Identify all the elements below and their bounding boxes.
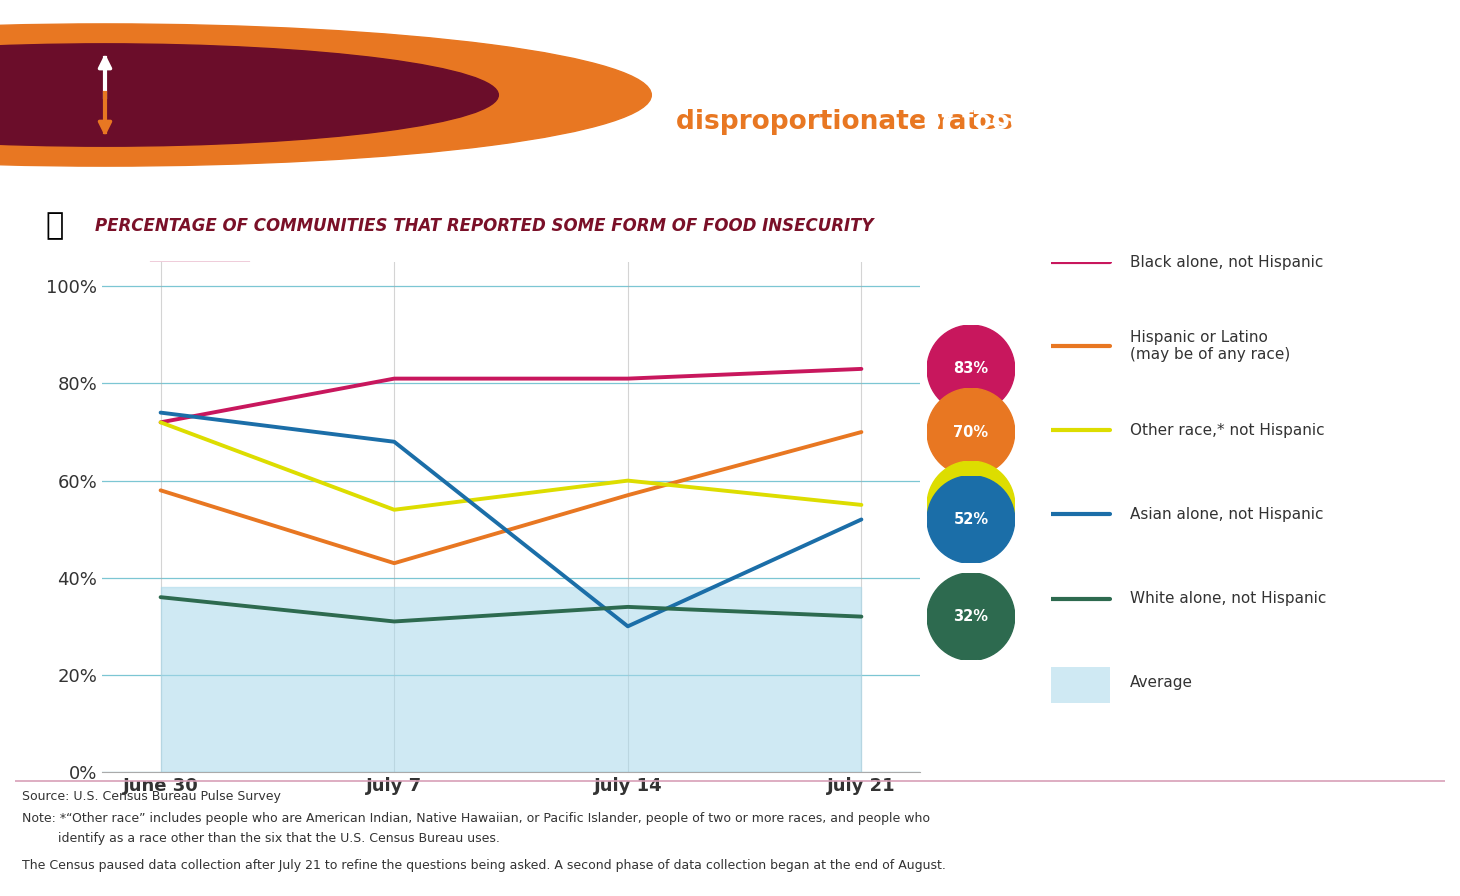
Text: Average: Average xyxy=(1130,676,1193,690)
Text: Source: U.S. Census Bureau Pulse Survey: Source: U.S. Census Bureau Pulse Survey xyxy=(22,790,280,804)
Text: Other race,* not Hispanic: Other race,* not Hispanic xyxy=(1130,423,1324,438)
Text: of food insecurity since COVID-19: of food insecurity since COVID-19 xyxy=(914,109,1422,135)
Text: 70%: 70% xyxy=(953,425,988,440)
Ellipse shape xyxy=(0,44,498,146)
Text: 32%: 32% xyxy=(953,609,988,625)
Text: 52%: 52% xyxy=(953,512,988,527)
Polygon shape xyxy=(150,262,250,297)
Text: 83%: 83% xyxy=(953,361,988,376)
Ellipse shape xyxy=(0,24,651,166)
Text: Asian alone, not Hispanic: Asian alone, not Hispanic xyxy=(1130,507,1324,522)
Text: 55%: 55% xyxy=(953,497,988,513)
Circle shape xyxy=(927,461,1015,548)
Text: Hispanic or Latino
(may be of any race): Hispanic or Latino (may be of any race) xyxy=(1130,330,1291,362)
Text: PERCENTAGE OF COMMUNITIES THAT REPORTED SOME FORM OF FOOD INSECURITY: PERCENTAGE OF COMMUNITIES THAT REPORTED … xyxy=(95,217,873,235)
Circle shape xyxy=(927,325,1015,413)
Text: disproportionate rates: disproportionate rates xyxy=(676,109,1013,135)
FancyBboxPatch shape xyxy=(1051,668,1111,703)
Circle shape xyxy=(927,388,1015,476)
Text: The Census paused data collection after July 21 to refine the questions being as: The Census paused data collection after … xyxy=(22,858,946,872)
Text: 🍎: 🍎 xyxy=(45,211,64,240)
Text: Minnesota BIPOC communities have experienced: Minnesota BIPOC communities have experie… xyxy=(676,47,1405,73)
Text: Note: *“Other race” includes people who are American Indian, Native Hawaiian, or: Note: *“Other race” includes people who … xyxy=(22,813,930,825)
Text: White alone, not Hispanic: White alone, not Hispanic xyxy=(1130,591,1327,606)
Circle shape xyxy=(927,573,1015,660)
Text: Black alone, not Hispanic: Black alone, not Hispanic xyxy=(1130,254,1323,270)
Circle shape xyxy=(927,476,1015,564)
Text: identify as a race other than the six that the U.S. Census Bureau uses.: identify as a race other than the six th… xyxy=(22,832,499,845)
